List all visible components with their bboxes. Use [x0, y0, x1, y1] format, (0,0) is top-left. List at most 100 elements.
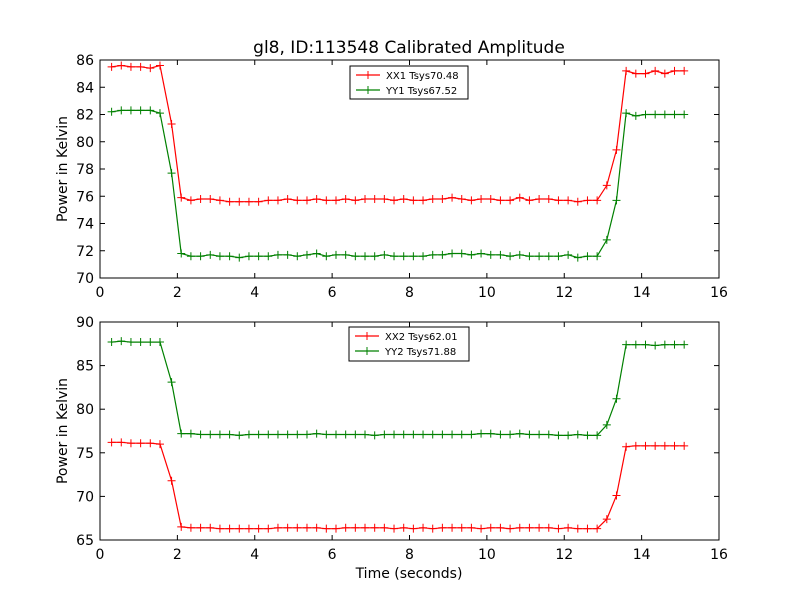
data-point-yy1	[186, 252, 195, 261]
data-point-yy1	[496, 250, 505, 259]
legend-marker-xx1	[364, 71, 372, 79]
data-point-xx2	[564, 523, 573, 532]
data-point-xx1	[622, 66, 631, 75]
data-point-yy1	[622, 109, 631, 118]
data-point-yy1	[273, 250, 282, 259]
data-point-yy2	[186, 429, 195, 438]
data-point-yy2	[670, 340, 679, 349]
data-point-xx2	[457, 523, 466, 532]
data-point-xx2	[390, 524, 399, 533]
data-point-xx2	[254, 524, 263, 533]
data-point-yy1	[177, 249, 186, 258]
data-point-yy1	[312, 249, 321, 258]
data-point-yy2	[146, 338, 155, 347]
data-point-yy1	[399, 252, 408, 261]
data-point-xx2	[322, 524, 331, 533]
data-point-yy1	[235, 253, 244, 262]
data-point-yy2	[564, 431, 573, 440]
bottom-x-tick-label: 10	[478, 547, 496, 563]
data-point-xx1	[573, 197, 582, 206]
data-point-xx2	[554, 524, 563, 533]
data-point-xx1	[631, 69, 640, 78]
data-point-yy2	[351, 430, 360, 439]
top-y-tick-label: 72	[76, 244, 94, 260]
data-point-yy2	[622, 340, 631, 349]
data-point-xx2	[651, 441, 660, 450]
data-point-yy1	[351, 252, 360, 261]
data-point-yy1	[419, 252, 428, 261]
data-point-yy1	[293, 252, 302, 261]
data-point-yy1	[341, 250, 350, 259]
bottom-x-tick-label: 16	[710, 547, 728, 563]
data-point-yy1	[331, 250, 340, 259]
data-point-xx1	[177, 193, 186, 202]
data-point-xx1	[322, 196, 331, 205]
data-point-yy1	[525, 252, 534, 261]
top-x-tick-label: 14	[633, 285, 651, 301]
data-point-yy2	[438, 430, 447, 439]
data-point-xx2	[680, 441, 689, 450]
data-point-xx2	[264, 524, 273, 533]
data-point-xx2	[670, 441, 679, 450]
data-point-xx2	[573, 524, 582, 533]
legend-marker-yy2	[363, 347, 371, 355]
data-point-xx2	[341, 523, 350, 532]
data-point-xx1	[331, 196, 340, 205]
data-point-yy2	[631, 340, 640, 349]
data-point-yy2	[428, 430, 437, 439]
data-point-xx2	[448, 523, 457, 532]
data-point-xx1	[564, 196, 573, 205]
data-point-yy2	[573, 430, 582, 439]
data-point-yy1	[390, 252, 399, 261]
data-point-xx2	[107, 438, 116, 447]
data-point-yy2	[660, 340, 669, 349]
data-point-yy1	[117, 106, 126, 115]
bottom-y-axis-label: Power in Kelvin	[55, 378, 71, 484]
data-point-xx1	[670, 66, 679, 75]
bottom-x-tick-label: 12	[555, 547, 573, 563]
data-point-yy2	[680, 340, 689, 349]
data-point-xx2	[146, 439, 155, 448]
data-point-xx2	[515, 523, 524, 532]
data-point-xx1	[361, 194, 370, 203]
data-point-xx2	[155, 440, 164, 449]
data-point-xx1	[554, 196, 563, 205]
data-point-yy2	[515, 429, 524, 438]
data-point-xx1	[351, 196, 360, 205]
data-point-xx2	[380, 523, 389, 532]
top-x-tick-label: 10	[478, 285, 496, 301]
top-y-tick-label: 78	[76, 162, 94, 178]
top-x-tick-label: 6	[328, 285, 337, 301]
data-point-yy1	[409, 252, 418, 261]
data-point-xx2	[351, 523, 360, 532]
data-point-xx1	[409, 196, 418, 205]
data-point-yy2	[117, 337, 126, 346]
bottom-y-tick-label: 75	[76, 446, 94, 462]
data-point-yy2	[126, 338, 135, 347]
bottom-x-tick-label: 0	[96, 547, 105, 563]
data-point-xx1	[428, 194, 437, 203]
top-y-tick-label: 74	[76, 217, 94, 233]
data-point-xx1	[486, 194, 495, 203]
data-point-xx2	[370, 523, 379, 532]
data-point-xx1	[370, 194, 379, 203]
data-point-xx1	[225, 197, 234, 206]
data-point-yy2	[506, 430, 515, 439]
data-point-xx2	[126, 439, 135, 448]
data-point-yy2	[477, 429, 486, 438]
data-point-xx1	[641, 69, 650, 78]
data-point-yy2	[107, 338, 116, 347]
data-point-yy1	[467, 250, 476, 259]
legend-label-yy2: YY2 Tsys71.88	[384, 347, 456, 358]
data-point-yy1	[573, 253, 582, 262]
data-point-yy1	[506, 252, 515, 261]
chart-title: gl8, ID:113548 Calibrated Amplitude	[253, 38, 565, 58]
data-point-xx2	[631, 441, 640, 450]
data-point-yy2	[302, 430, 311, 439]
data-point-xx1	[438, 194, 447, 203]
data-point-yy2	[544, 430, 553, 439]
data-point-yy1	[486, 250, 495, 259]
bottom-y-tick-label: 85	[76, 359, 94, 375]
data-point-yy1	[244, 252, 253, 261]
data-point-xx2	[641, 441, 650, 450]
